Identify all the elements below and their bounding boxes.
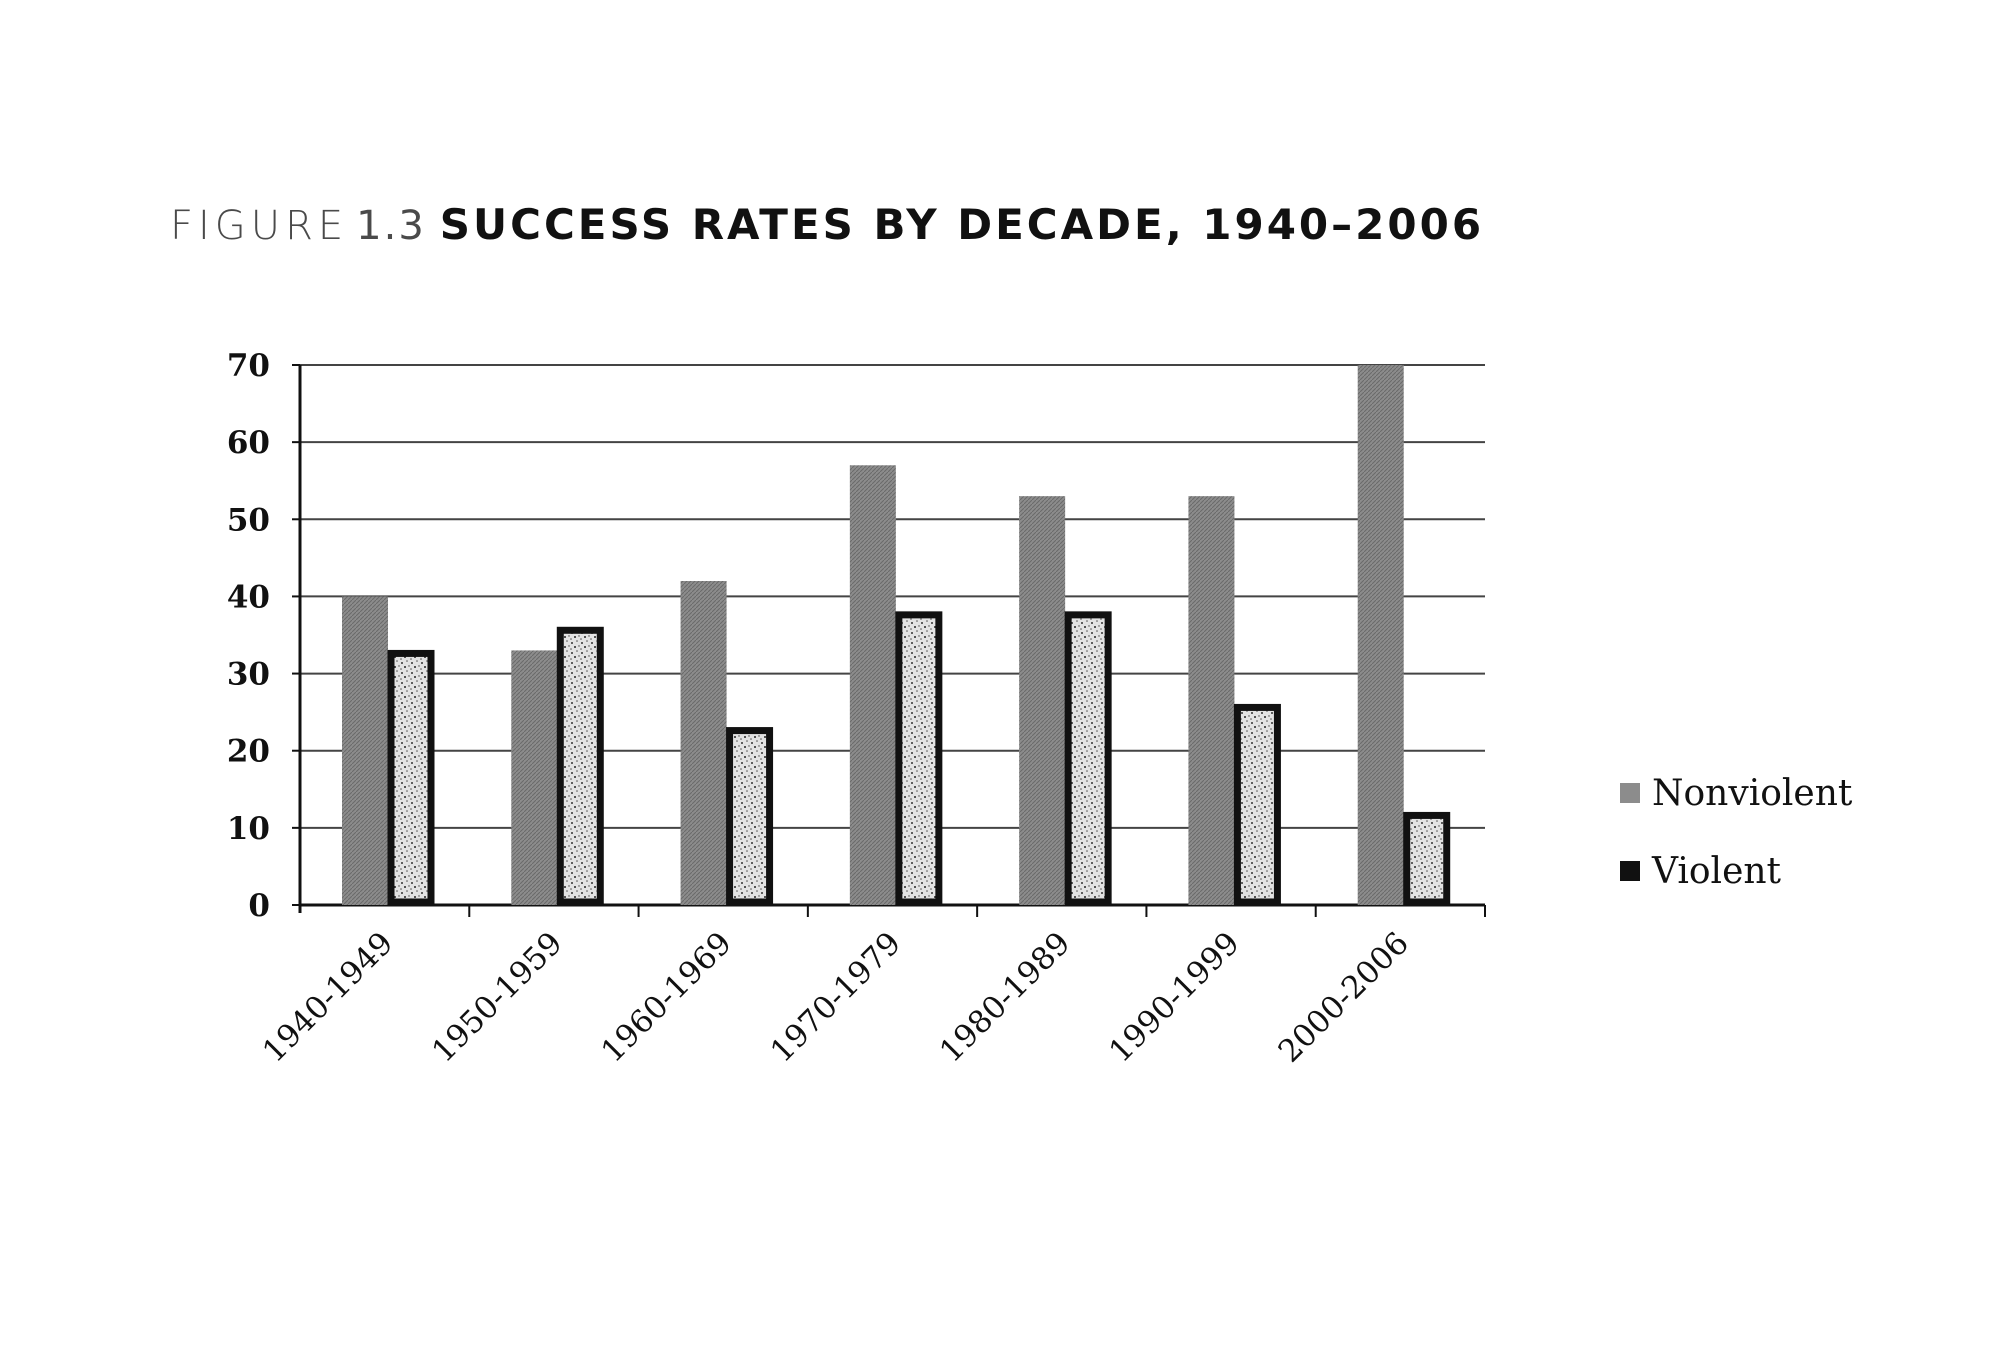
- bar-violent-1940-1949: [387, 649, 435, 906]
- bar-violent-1970-1979: [895, 611, 943, 906]
- y-tick-label: 20: [227, 734, 270, 770]
- bar-nonviolent-2000-2006: [1357, 365, 1404, 905]
- bar-violent-1960-1969: [726, 727, 774, 906]
- chart-title: SUCCESS RATES BY DECADE, 1940–2006: [439, 200, 1485, 249]
- x-tick-label: 1950-1959: [425, 925, 569, 1069]
- y-tick-label: 60: [227, 425, 270, 461]
- legend-swatch-nonviolent: [1620, 783, 1640, 803]
- figure-number: 1.3: [356, 203, 426, 249]
- x-tick-label: 1940-1949: [256, 925, 400, 1069]
- x-tick-label: 2000-2006: [1272, 925, 1416, 1069]
- y-tick-label: 70: [227, 348, 270, 384]
- bar-violent-1980-1989: [1064, 611, 1112, 906]
- bar-nonviolent-1950-1959: [511, 650, 558, 905]
- legend-label-violent: Violent: [1651, 851, 1782, 892]
- y-tick-label: 30: [227, 657, 270, 693]
- legend-swatch-violent: [1620, 861, 1640, 881]
- bar-nonviolent-1990-1999: [1188, 496, 1235, 905]
- bar-nonviolent-1960-1969: [680, 581, 727, 905]
- x-tick-label: 1970-1979: [764, 925, 908, 1069]
- x-tick-label: 1980-1989: [933, 925, 1077, 1069]
- figure-label: FIGURE: [170, 203, 349, 249]
- bar-violent-1990-1999: [1233, 703, 1281, 906]
- bar-violent-2000-2006: [1403, 811, 1451, 906]
- legend-label-nonviolent: Nonviolent: [1652, 773, 1853, 814]
- legend: Nonviolent Violent: [1620, 773, 1853, 892]
- bar-nonviolent-1940-1949: [342, 596, 388, 905]
- figure-title: FIGURE 1.3 SUCCESS RATES BY DECADE, 1940…: [170, 200, 1484, 249]
- y-tick-label: 0: [248, 888, 270, 924]
- bars: [342, 365, 1451, 906]
- y-tick-label: 40: [227, 579, 270, 615]
- y-tick-label: 50: [227, 502, 270, 538]
- bar-violent-1950-1959: [556, 626, 604, 906]
- bar-nonviolent-1980-1989: [1019, 496, 1066, 905]
- x-tick-label: 1990-1999: [1102, 925, 1246, 1069]
- x-tick-label: 1960-1969: [594, 925, 738, 1069]
- bar-nonviolent-1970-1979: [849, 465, 896, 905]
- y-tick-label: 10: [227, 811, 270, 847]
